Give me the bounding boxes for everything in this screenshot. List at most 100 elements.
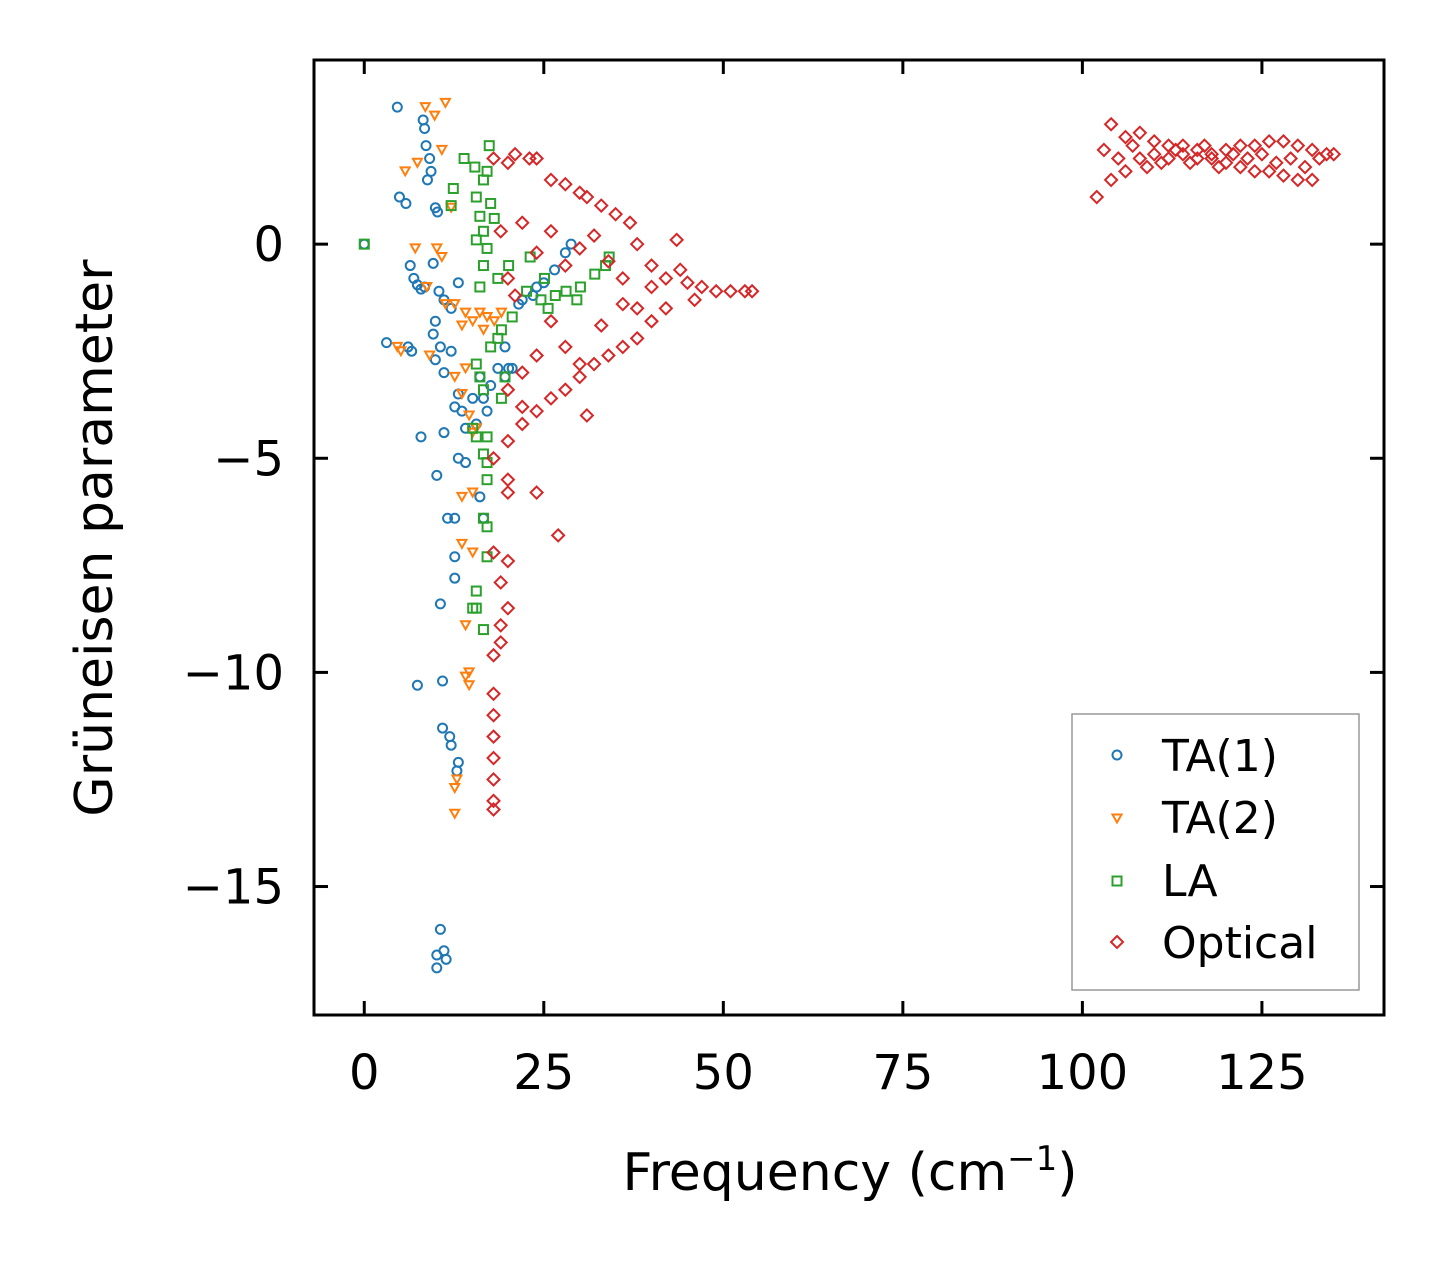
point-ta1: [427, 328, 439, 340]
point-ta1: [421, 174, 433, 186]
point-optical: [644, 313, 659, 329]
legend-entry-la: LA: [1111, 856, 1218, 907]
point-optical: [1268, 155, 1284, 171]
point-optical: [1247, 163, 1263, 179]
point-la: [477, 174, 489, 186]
point-ta2: [394, 346, 408, 358]
point-optical: [687, 292, 703, 308]
legend-marker-la: [1111, 875, 1123, 887]
point-la: [503, 260, 515, 272]
point-optical: [500, 472, 516, 488]
point-optical: [507, 288, 523, 303]
point-optical: [1232, 138, 1248, 154]
point-ta1: [499, 371, 511, 383]
point-optical: [514, 416, 530, 432]
point-optical: [1225, 146, 1241, 162]
point-la: [603, 251, 615, 263]
point-ta2: [419, 102, 432, 114]
point-la: [481, 474, 493, 486]
point-ta1: [434, 598, 446, 610]
legend-marker-ta2: [1110, 813, 1124, 825]
point-optical: [493, 575, 509, 590]
point-ta1: [506, 362, 518, 374]
point-optical: [572, 369, 588, 385]
point-la: [470, 191, 482, 203]
point-la: [542, 302, 554, 314]
point-ta1: [429, 315, 441, 327]
point-la: [589, 268, 601, 280]
point-ta1: [440, 953, 452, 965]
point-la: [477, 260, 489, 272]
legend: TA(1) TA(2) LA Optical: [1071, 713, 1360, 991]
point-optical: [572, 241, 588, 256]
point-ta1: [433, 285, 445, 297]
point-optical: [1283, 151, 1299, 166]
point-ta2: [455, 538, 469, 550]
point-ta1: [449, 551, 461, 563]
point-ta1: [393, 191, 405, 203]
legend-marker-ta1: [1111, 749, 1123, 761]
point-ta2: [455, 320, 469, 332]
point-ta2: [420, 281, 433, 294]
point-ta2: [398, 166, 412, 178]
legend-label-ta1: TA(1): [1161, 731, 1278, 782]
point-optical: [1146, 146, 1162, 162]
point-optical: [1132, 125, 1148, 141]
point-optical: [486, 545, 501, 560]
point-optical: [615, 296, 631, 312]
point-optical: [514, 365, 530, 381]
series-ta1: [358, 101, 577, 974]
point-optical: [557, 176, 573, 192]
point-ta1: [449, 572, 461, 584]
y-axis-label: Grüneisen parameter: [65, 259, 125, 817]
point-optical: [543, 390, 559, 406]
point-la: [477, 384, 489, 396]
point-optical: [557, 382, 573, 398]
point-ta1: [438, 427, 450, 439]
point-la: [469, 161, 481, 173]
x-tick-label: 75: [872, 1045, 933, 1101]
point-optical: [529, 151, 545, 166]
point-ta2: [409, 243, 422, 255]
point-ta1: [424, 152, 436, 164]
point-la: [485, 197, 497, 209]
point-optical: [486, 450, 501, 466]
point-optical: [486, 793, 501, 809]
point-ta2: [466, 316, 479, 328]
point-optical: [543, 313, 559, 329]
point-optical: [723, 283, 738, 299]
point-ta1: [431, 962, 443, 974]
point-ta1: [442, 512, 454, 524]
point-ta1: [460, 457, 472, 469]
legend-entry-ta1: TA(1): [1111, 731, 1278, 782]
point-optical: [1096, 142, 1112, 158]
y-tick-label: −10: [183, 645, 284, 701]
point-ta1: [434, 923, 446, 935]
point-ta1: [452, 277, 464, 289]
point-optical: [1146, 133, 1162, 149]
data-marks: [358, 97, 1342, 974]
point-optical: [1103, 172, 1119, 188]
point-optical: [586, 356, 602, 372]
point-optical: [557, 339, 573, 355]
x-tick-label: 25: [513, 1045, 574, 1101]
point-optical: [1168, 142, 1184, 158]
point-ta1: [474, 371, 486, 383]
point-ta1: [481, 405, 493, 417]
point-ta1: [432, 206, 444, 218]
point-la: [481, 431, 493, 443]
point-la: [539, 272, 551, 284]
point-optical: [1290, 138, 1306, 154]
point-ta1: [381, 337, 393, 349]
point-ta2: [450, 774, 464, 786]
point-optical: [615, 270, 631, 286]
point-ta1: [445, 739, 457, 751]
point-la: [470, 585, 482, 597]
point-la: [485, 341, 497, 353]
point-optical: [601, 348, 616, 363]
point-la: [492, 332, 504, 344]
point-optical: [557, 258, 573, 273]
point-la: [481, 551, 493, 563]
point-ta1: [358, 238, 370, 250]
